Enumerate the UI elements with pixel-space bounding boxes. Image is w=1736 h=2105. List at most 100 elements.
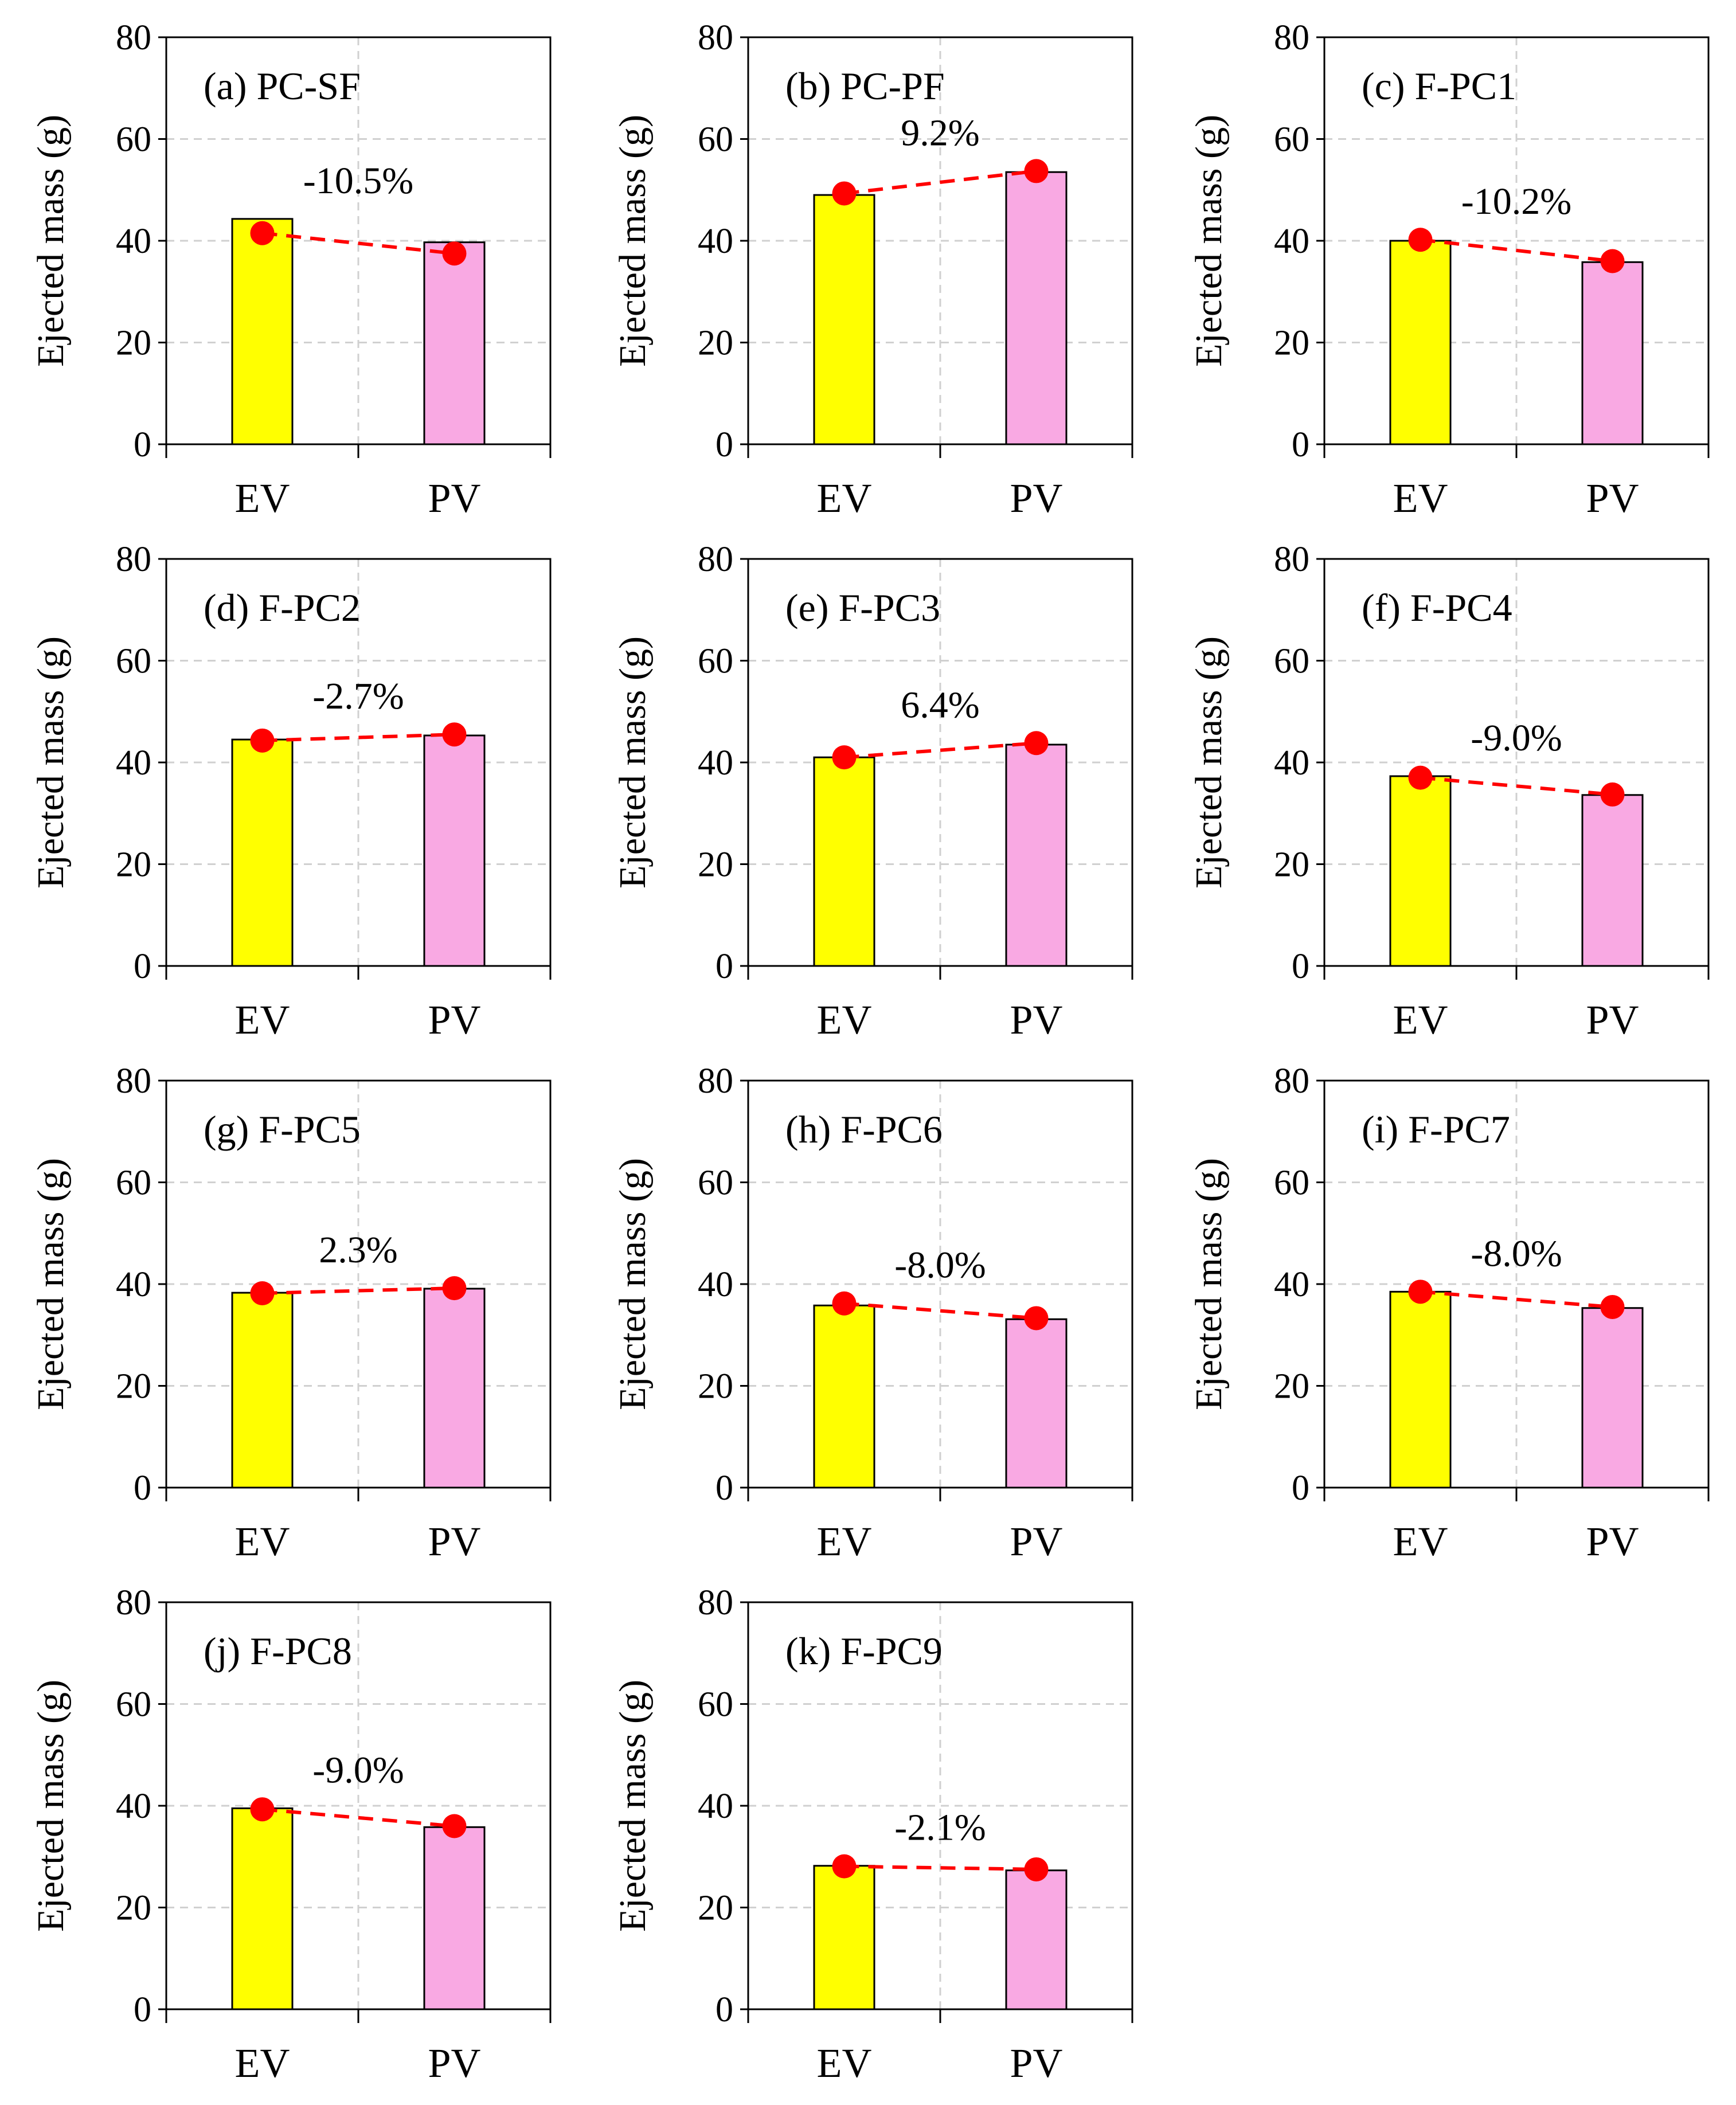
bar-ev [231,218,294,445]
bar-pv [423,1826,486,2010]
trend-line [262,733,455,742]
y-axis-label: Ejected mass (g) [612,1158,654,1410]
panel-title: (h) F-PC6 [785,1108,943,1151]
point-ev [250,221,275,245]
y-tick-label: 40 [698,744,733,782]
x-tick-label-pv: PV [428,475,480,521]
y-tick-label: 40 [698,1787,733,1826]
bar-ev [231,738,294,967]
y-tick-label: 60 [116,120,151,159]
y-tick-label: 80 [116,540,151,579]
percent-change-label: 9.2% [901,112,979,154]
percent-change-label: 2.3% [319,1229,397,1271]
y-tick-label: 40 [1274,1265,1309,1304]
y-tick-label: 40 [116,1787,151,1826]
panel-title: (b) PC-PF [785,64,945,108]
percent-change-label: -8.0% [1471,1233,1562,1274]
y-axis-label: Ejected mass (g) [1188,115,1230,367]
x-tick-label-pv: PV [1010,997,1062,1043]
x-tick-label-pv: PV [1010,2040,1062,2086]
point-pv [1024,159,1049,183]
percent-change-label: -10.5% [303,160,413,202]
trend-line [844,1301,1037,1320]
percent-change-label: 6.4% [901,684,979,726]
x-tick-label-ev: EV [235,997,290,1043]
chart-panel-5: 0 20 40 60 80 EV PV Ejected mass (g) (e) F-PC3 6.… [612,540,1133,1043]
panel-title: (a) PC-SF [204,64,361,108]
x-tick-label-ev: EV [817,2040,872,2086]
point-pv [1024,1857,1049,1881]
y-tick-label: 0 [715,1990,733,2029]
percent-change-label: -10.2% [1461,181,1571,222]
chart-panel-4: 0 20 40 60 80 EV PV Ejected mass (g) (d) F-PC2 -2… [30,540,552,1043]
trend-line [262,1286,455,1295]
chart-panel-8: 0 20 40 60 80 EV PV Ejected mass (g) (h) F-PC6 -8… [612,1062,1133,1564]
y-tick-label: 40 [698,1265,733,1304]
panel-title: (g) F-PC5 [204,1108,361,1151]
y-axis-label: Ejected mass (g) [30,636,72,889]
x-tick-label-pv: PV [1010,475,1062,521]
point-ev [832,181,857,206]
panel-title: (d) F-PC2 [204,586,361,629]
y-tick-label: 80 [1274,540,1309,579]
trend-line [1420,1290,1613,1309]
bar-ev [1389,775,1452,967]
panel-title: (i) F-PC7 [1362,1108,1510,1151]
bar-ev [813,1865,875,2010]
panel-title: (k) F-PC9 [785,1629,943,1673]
x-tick-label-ev: EV [1393,475,1448,521]
bar-pv [1581,261,1644,445]
y-tick-label: 80 [116,18,151,57]
y-tick-label: 0 [715,1469,733,1508]
chart-panel-6: 0 20 40 60 80 EV PV Ejected mass (g) (f) F-PC4 -9… [1188,540,1710,1043]
x-tick-label-ev: EV [817,475,872,521]
percent-change-label: -2.1% [894,1807,986,1849]
chart-panel-9: 0 20 40 60 80 EV PV Ejected mass (g) (i) F-PC7 -8… [1188,1062,1710,1564]
panel-title: (f) F-PC4 [1362,586,1512,629]
x-tick-label-pv: PV [1586,1519,1639,1564]
y-tick-label: 40 [698,222,733,261]
y-tick-label: 60 [698,120,733,159]
panel-title: (j) F-PC8 [204,1629,352,1673]
chart-panel-3: 0 20 40 60 80 EV PV Ejected mass (g) (c) F-PC1 -1… [1188,18,1710,521]
x-tick-label-ev: EV [817,997,872,1043]
x-tick-label-ev: EV [235,1519,290,1564]
point-pv [442,722,467,747]
trend-line [1420,776,1613,796]
y-axis-label: Ejected mass (g) [1188,636,1230,889]
y-tick-label: 80 [698,540,733,579]
bar-ev [231,1292,294,1489]
point-ev [250,1281,275,1305]
y-tick-label: 20 [1274,846,1309,885]
y-tick-label: 20 [698,846,733,885]
point-pv [1600,1294,1625,1319]
bar-pv [1005,171,1068,445]
point-ev [1408,765,1433,790]
x-tick-label-ev: EV [235,2040,290,2086]
bar-pv [1005,1318,1068,1489]
bar-pv [1581,794,1644,967]
trend-line [844,169,1037,195]
y-tick-label: 0 [715,425,733,464]
bar-ev [813,1304,875,1489]
y-tick-label: 80 [698,18,733,57]
y-tick-label: 40 [116,744,151,782]
chart-panel-11: 0 20 40 60 80 EV PV Ejected mass (g) (k) F-PC9 -2… [612,1583,1133,2086]
point-pv [1600,249,1625,273]
x-tick-label-pv: PV [1010,1519,1062,1564]
x-tick-label-pv: PV [1586,475,1639,521]
chart-panel-1: 0 20 40 60 80 EV PV Ejected mass (g) (a) PC-SF -1… [30,18,552,521]
point-ev [1408,1280,1433,1304]
trend-line [844,1864,1037,1871]
percent-change-label: -8.0% [894,1245,986,1286]
point-pv [1024,731,1049,756]
percent-change-label: -2.7% [312,675,404,717]
point-pv [1024,1306,1049,1331]
y-tick-label: 80 [1274,1062,1309,1101]
y-tick-label: 60 [698,1164,733,1203]
y-tick-label: 20 [116,1889,151,1928]
bar-pv [1005,1869,1068,2010]
x-tick-label-ev: EV [1393,997,1448,1043]
percent-change-label: -9.0% [312,1749,404,1791]
